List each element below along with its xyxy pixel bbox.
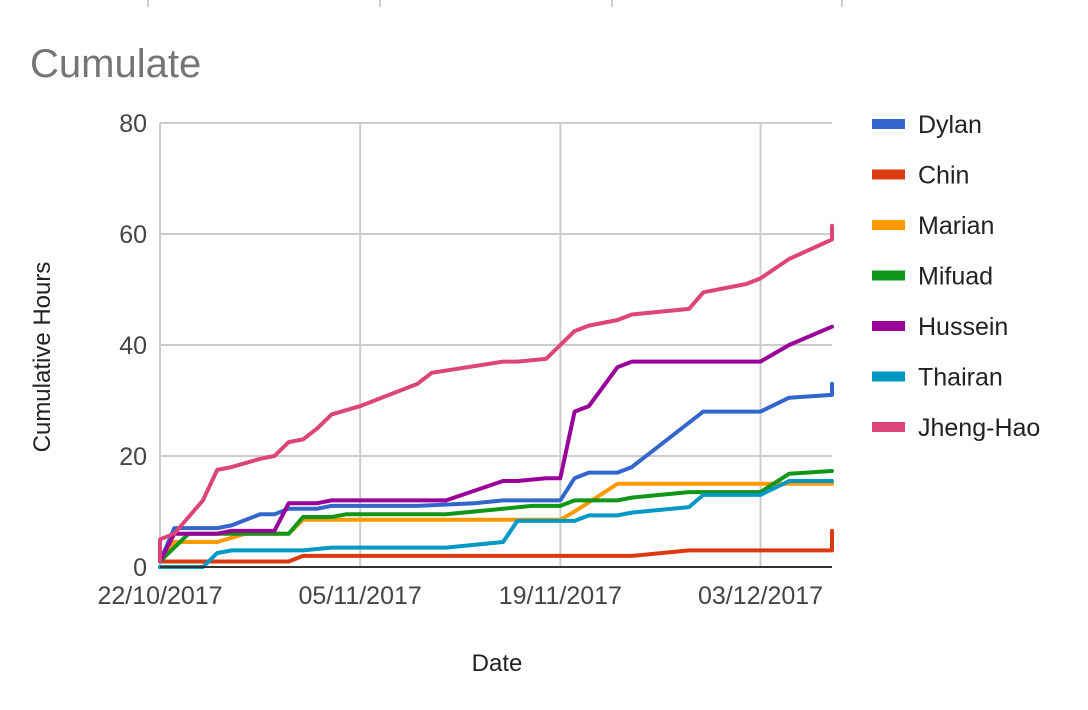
y-axis-title: Cumulative Hours [29, 262, 56, 453]
legend-label: Thairan [918, 364, 1003, 392]
legend-label: Chin [918, 162, 969, 190]
series-line-jheng-hao [158, 223, 834, 564]
y-axis-ticks: 0 20 40 60 80 [119, 110, 147, 582]
legend-swatch [872, 220, 905, 230]
legend-swatch [872, 270, 905, 281]
legend-swatch [872, 422, 905, 432]
x-tick-label: 03/12/2017 [698, 582, 823, 610]
series-line-chin [158, 528, 834, 564]
legend-swatch [872, 169, 905, 180]
legend-label: Marian [918, 212, 994, 240]
y-tick-label: 60 [119, 221, 147, 249]
x-axis-ticks: 22/10/2017 05/11/2017 19/11/2017 03/12/2017 [97, 582, 823, 610]
legend-label: Hussein [918, 313, 1008, 341]
y-tick-label: 80 [119, 110, 147, 138]
y-tick-label: 20 [119, 443, 147, 471]
legend-item-marian[interactable]: Marian [872, 212, 994, 240]
legend-item-jheng-hao[interactable]: Jheng-Hao [872, 414, 1040, 442]
legend-label: Dylan [918, 111, 982, 139]
legend-swatch [872, 119, 905, 129]
legend-label: Jheng-Hao [918, 414, 1040, 442]
legend: Dylan Chin Marian Mifuad Hussein Thairan Jheng… [872, 111, 1040, 442]
series-line-mifuad [158, 469, 834, 564]
chart-title: Cumulate [30, 42, 201, 86]
legend-swatch [872, 321, 905, 331]
legend-swatch [872, 371, 905, 382]
x-tick-label: 19/11/2017 [499, 582, 622, 610]
series-line-marian [158, 481, 834, 564]
top-border-ticks [147, 0, 843, 7]
series-lines [158, 223, 834, 569]
legend-item-hussein[interactable]: Hussein [872, 313, 1008, 341]
series-line-thairan [158, 479, 834, 569]
legend-item-chin[interactable]: Chin [872, 162, 969, 190]
series-line-hussein [158, 324, 834, 564]
x-axis-title: Date [472, 650, 523, 677]
legend-item-dylan[interactable]: Dylan [872, 111, 982, 139]
y-tick-label: 0 [133, 554, 147, 582]
series-line-dylan [158, 381, 834, 564]
x-tick-label: 22/10/2017 [97, 582, 222, 610]
legend-label: Mifuad [918, 263, 993, 291]
x-tick-label: 05/11/2017 [299, 582, 422, 610]
y-tick-label: 40 [119, 332, 147, 360]
legend-item-mifuad[interactable]: Mifuad [872, 263, 993, 291]
legend-item-thairan[interactable]: Thairan [872, 364, 1003, 392]
